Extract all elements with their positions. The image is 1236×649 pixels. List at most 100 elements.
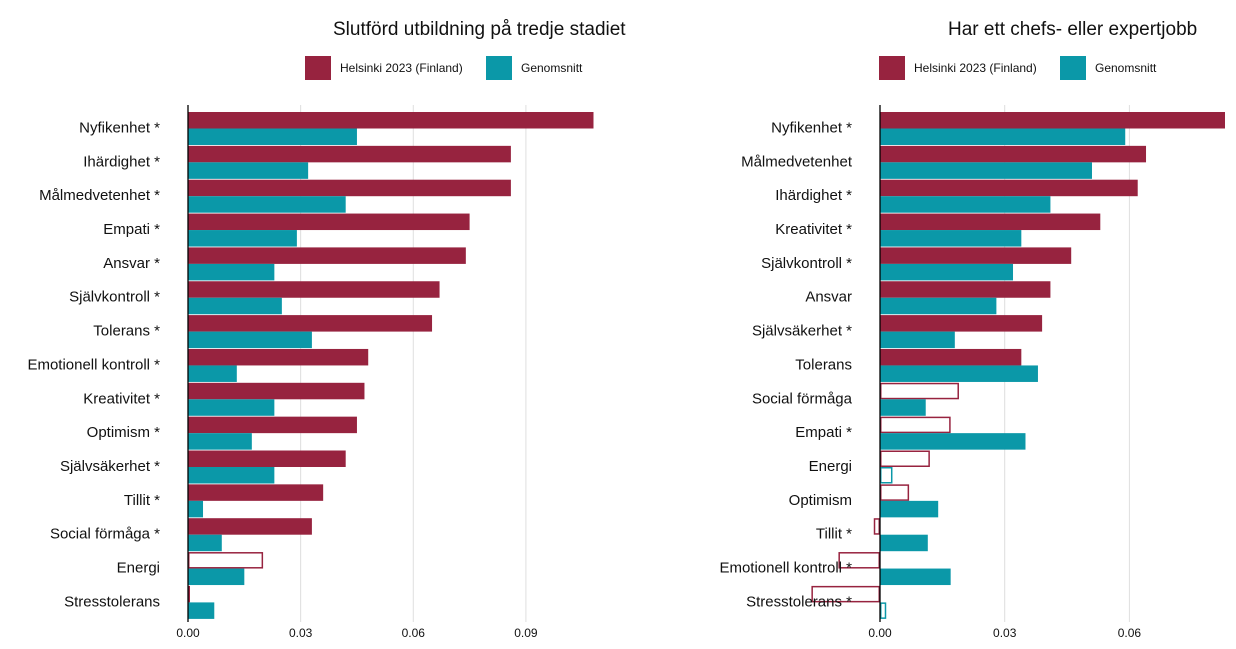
x-tick-label: 0.00 (868, 626, 892, 640)
category-label: Ihärdighet * (83, 153, 160, 170)
category-label: Tillit * (124, 492, 160, 509)
bar-genomsnitt (880, 534, 928, 552)
bar-helsinki (188, 382, 365, 400)
bar-helsinki (880, 484, 910, 501)
bar-genomsnitt (188, 433, 252, 450)
category-label: Emotionell kontroll * (27, 356, 160, 373)
bar-helsinki (880, 416, 951, 434)
bar-helsinki (188, 281, 440, 298)
category-label: Målmedvetenhet (741, 153, 853, 170)
bar-helsinki (188, 112, 594, 129)
category-label: Tillit * (816, 526, 852, 543)
category-label: Självsäkerhet * (60, 458, 160, 475)
category-label: Ansvar (805, 289, 852, 306)
category-label: Nyfikenhet * (771, 119, 852, 136)
category-label: Självsäkerhet * (752, 323, 852, 340)
legend-swatch-1 (879, 56, 905, 80)
bar-genomsnitt (188, 399, 275, 416)
bar-genomsnitt (188, 365, 237, 382)
bar-genomsnitt (188, 500, 204, 518)
bar-genomsnitt (880, 263, 1014, 281)
bar-helsinki (188, 585, 190, 603)
bar-helsinki (880, 348, 1022, 366)
bar-helsinki (838, 552, 880, 569)
legend-swatch-1 (305, 56, 331, 80)
bar-genomsnitt (188, 297, 282, 315)
category-label: Stresstolerans * (746, 593, 852, 610)
bar-helsinki (880, 213, 1101, 231)
chart-title: Har ett chefs- eller expertjobb (948, 19, 1197, 40)
category-label: Social förmåga * (50, 526, 160, 543)
bar-helsinki (880, 112, 1225, 129)
bar-helsinki (811, 585, 880, 603)
category-label: Nyfikenhet * (79, 119, 160, 136)
category-label: Självkontroll * (69, 289, 160, 306)
category-label: Ansvar * (103, 255, 160, 272)
chart-panel-2: Har ett chefs- eller expertjobb Helsinki … (719, 19, 1225, 640)
bar-genomsnitt (188, 263, 275, 281)
bar-genomsnitt (188, 467, 275, 484)
bar-genomsnitt (880, 568, 951, 586)
legend-label-1: Helsinki 2023 (Finland) (340, 61, 463, 75)
bar-genomsnitt (880, 467, 893, 484)
category-label: Tolerans * (93, 323, 160, 340)
category-label: Energi (809, 458, 852, 475)
x-tick-label: 0.03 (993, 626, 1017, 640)
bar-genomsnitt (880, 128, 1126, 145)
category-label: Energi (117, 560, 160, 577)
category-label: Ihärdighet * (775, 187, 852, 204)
chart-title: Slutförd utbildning på tredje stadiet (333, 19, 626, 40)
category-label: Tolerans (795, 356, 852, 373)
legend-label-1: Helsinki 2023 (Finland) (914, 61, 1037, 75)
category-label: Målmedvetenhet * (39, 187, 160, 204)
bar-genomsnitt (880, 162, 1092, 179)
bar-genomsnitt (188, 128, 357, 145)
x-tick-label: 0.00 (176, 626, 200, 640)
bar-helsinki (880, 281, 1051, 298)
bar-genomsnitt (880, 500, 939, 518)
category-label: Empati * (795, 424, 852, 441)
bar-helsinki (188, 145, 511, 163)
bar-helsinki (880, 179, 1138, 197)
legend-swatch-2 (486, 56, 512, 80)
bar-genomsnitt (880, 331, 955, 349)
bar-helsinki (188, 315, 433, 332)
bar-helsinki (880, 315, 1043, 332)
legend-swatch-2 (1060, 56, 1086, 80)
category-label: Empati * (103, 221, 160, 238)
bar-genomsnitt (880, 433, 1026, 450)
bar-helsinki (188, 552, 264, 569)
bar-genomsnitt (880, 399, 926, 416)
category-label: Social förmåga (752, 390, 853, 407)
legend-label-2: Genomsnitt (1095, 61, 1157, 75)
bar-genomsnitt (188, 162, 309, 179)
bar-helsinki (188, 213, 470, 231)
bar-genomsnitt (880, 297, 997, 315)
bar-genomsnitt (880, 365, 1038, 382)
bar-genomsnitt (188, 534, 222, 552)
category-label: Emotionell kontroll * (719, 560, 852, 577)
x-tick-label: 0.03 (289, 626, 313, 640)
category-label: Optimism (789, 492, 852, 509)
bar-helsinki (188, 348, 369, 366)
bar-genomsnitt (188, 602, 215, 619)
bar-genomsnitt (880, 602, 887, 619)
category-label: Kreativitet * (775, 221, 852, 238)
bar-helsinki (188, 484, 324, 501)
bar-helsinki (880, 382, 959, 400)
x-tick-label: 0.06 (402, 626, 426, 640)
bar-helsinki (188, 416, 357, 434)
bar-helsinki (880, 145, 1147, 163)
bar-genomsnitt (880, 230, 1022, 247)
category-label: Kreativitet * (83, 390, 160, 407)
bar-genomsnitt (188, 196, 346, 213)
category-label: Optimism * (87, 424, 161, 441)
bar-genomsnitt (188, 230, 297, 247)
bar-genomsnitt (188, 331, 312, 349)
bar-genomsnitt (188, 568, 245, 586)
bar-helsinki (873, 518, 881, 535)
x-tick-label: 0.06 (1118, 626, 1142, 640)
bar-helsinki (188, 247, 466, 264)
